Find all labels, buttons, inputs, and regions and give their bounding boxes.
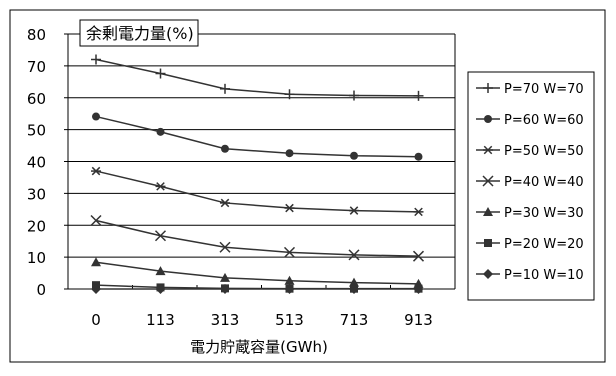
series-line: [95, 58, 419, 97]
data-point: [155, 284, 166, 294]
legend-item[interactable]: P=50 W=50: [476, 144, 584, 159]
x-tick-label: 313: [211, 311, 240, 329]
y-tick-label: 80: [27, 26, 46, 44]
y-tick-label: 50: [27, 122, 46, 140]
data-point: [285, 149, 294, 158]
data-point: [220, 284, 230, 294]
data-point: [155, 182, 166, 191]
legend-item[interactable]: P=30 W=30: [476, 206, 584, 221]
chart-title-box: 余剰電力量(%): [79, 19, 199, 47]
data-point: [350, 151, 358, 160]
y-tick-label: 10: [27, 249, 46, 267]
data-point: [154, 230, 167, 242]
x-tick-label: 0: [91, 311, 101, 329]
data-point: [91, 54, 101, 65]
legend-box: [467, 71, 595, 301]
legend-item[interactable]: P=20 W=20: [476, 237, 584, 252]
data-point: [413, 207, 424, 217]
y-tick-label: 0: [36, 281, 46, 299]
data-point: [92, 112, 100, 121]
data-point: [155, 68, 166, 79]
legend-label: P=20 W=20: [504, 237, 584, 252]
legend-marker: [483, 83, 493, 93]
x-tick-label: 113: [146, 311, 175, 329]
legend-item[interactable]: P=10 W=10: [476, 268, 584, 283]
y-tick-label: 70: [27, 58, 46, 76]
data-point: [221, 144, 229, 153]
series-4: [90, 214, 425, 262]
legend-marker: [482, 175, 494, 187]
y-tick-label: 60: [27, 90, 46, 108]
data-point: [90, 214, 102, 226]
legend-marker: [483, 207, 493, 216]
x-tick-label: 913: [404, 311, 433, 329]
x-tick-labels: 0 113 313 513 713 913: [91, 311, 433, 329]
series-line: [95, 170, 419, 213]
legend-item[interactable]: P=40 W=40: [476, 175, 584, 190]
y-tick-label: 30: [27, 185, 46, 203]
data-point: [283, 246, 296, 258]
data-point: [349, 277, 359, 287]
x-tick-label: 513: [275, 311, 304, 329]
series-3: [91, 166, 424, 217]
legend-label: P=30 W=30: [504, 206, 584, 221]
data-point: [91, 284, 101, 294]
series-2: [92, 112, 423, 161]
series-line: [95, 219, 419, 257]
data-point: [349, 284, 359, 294]
data-point: [220, 272, 230, 282]
legend-marker: [484, 115, 492, 123]
data-point: [284, 284, 295, 294]
chart-title: 余剰電力量(%): [86, 24, 194, 43]
series-layer: [90, 54, 425, 294]
data-point: [413, 284, 424, 294]
grid-lines: [68, 33, 456, 289]
legend-label: P=40 W=40: [504, 175, 584, 190]
x-axis-label: 電力貯蔵容量(GWh): [190, 338, 328, 356]
data-point: [91, 166, 101, 176]
data-point: [155, 266, 166, 276]
series-1: [91, 54, 424, 101]
legend-item[interactable]: P=70 W=70: [476, 82, 584, 97]
data-point: [412, 250, 425, 262]
y-tick-label: 20: [27, 217, 46, 235]
legend-label: P=50 W=50: [504, 144, 584, 159]
data-point: [219, 241, 231, 253]
series-7: [91, 284, 424, 294]
data-point: [284, 275, 295, 285]
data-point: [91, 257, 101, 267]
legend-marker: [483, 145, 493, 155]
data-point: [414, 152, 423, 161]
data-point: [348, 249, 360, 261]
data-point: [220, 198, 230, 208]
legend-marker: [483, 269, 493, 279]
legend-label: P=10 W=10: [504, 268, 584, 283]
y-tick-label: 40: [27, 154, 46, 172]
legend[interactable]: P=70 W=70 P=60 W=60 P=50 W=50 P=40 W=40 P=30…: [467, 71, 595, 301]
legend-item[interactable]: P=60 W=60: [476, 113, 584, 128]
data-point: [349, 206, 359, 215]
x-tick-label: 713: [340, 311, 369, 329]
data-point: [349, 90, 359, 101]
data-point: [220, 83, 230, 94]
data-point: [413, 90, 424, 101]
series-line: [95, 261, 419, 285]
series-line: [95, 115, 419, 158]
legend-marker: [484, 239, 492, 247]
data-point: [284, 203, 295, 213]
legend-label: P=70 W=70: [504, 82, 584, 97]
y-tick-labels: 0 10 20 30 40 50 60 70 80: [27, 26, 46, 299]
data-point: [156, 127, 165, 136]
legend-label: P=60 W=60: [504, 113, 584, 128]
data-point: [284, 89, 295, 100]
